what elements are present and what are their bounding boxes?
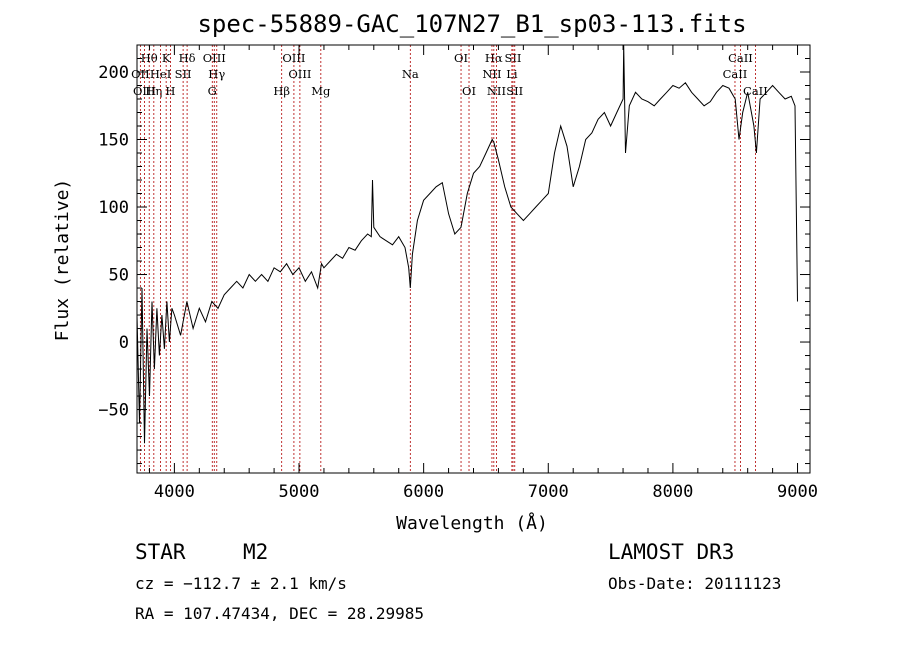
spectral-line-label: OI <box>462 84 476 98</box>
spectral-line-label: HeI <box>150 67 171 81</box>
spectral-line-label: OIII <box>203 51 226 65</box>
x-tick-label: 9000 <box>777 482 818 502</box>
spectral-line-label: SII <box>505 51 522 65</box>
spectral-line-label: Hα <box>485 51 503 65</box>
spectrum-series-line <box>136 44 798 444</box>
y-tick-label: 0 <box>119 333 129 353</box>
x-tick-label: 7000 <box>528 482 569 502</box>
spectral-line-label: OII <box>131 67 150 81</box>
redshift-text: cz = −112.7 ± 2.1 km/s <box>135 574 347 593</box>
x-tick-label: 4000 <box>154 482 195 502</box>
y-axis-label: Flux (relative) <box>52 179 73 342</box>
spectral-line-label: G <box>208 84 217 98</box>
spectral-line-label: CaII <box>723 67 748 81</box>
y-tick-label: 50 <box>109 266 129 286</box>
coords-text: RA = 107.47434, DEC = 28.29985 <box>135 604 424 623</box>
spectral-line-label: SII <box>175 67 192 81</box>
spectral-line-label: Hθ <box>141 51 158 65</box>
spectral-line-label: OI <box>454 51 468 65</box>
spectral-line-label: OIII <box>133 84 156 98</box>
spectral-line-label: Hδ <box>179 51 196 65</box>
y-tick-label: −50 <box>98 401 129 421</box>
chart-title: spec-55889-GAC_107N27_B1_sp03-113.fits <box>197 10 746 38</box>
x-tick-label: 5000 <box>279 482 320 502</box>
x-axis-label: Wavelength (Å) <box>396 512 548 534</box>
spectral-line-label: Na <box>402 67 419 81</box>
spectral-line-label: SII <box>506 84 523 98</box>
spectral-line-label: H <box>165 84 175 98</box>
spectral-line-label: OIII <box>282 51 305 65</box>
obs-date-text: Obs-Date: 20111123 <box>608 574 781 593</box>
survey-label: LAMOST DR3 <box>608 540 734 564</box>
x-tick-label: 6000 <box>403 482 444 502</box>
y-tick-label: 100 <box>98 198 129 218</box>
spectral-line-label: CaII <box>728 51 753 65</box>
spectral-line-label: Hη <box>145 84 162 98</box>
spectral-line-label: Hβ <box>273 84 290 98</box>
spectral-line-label: OIII <box>288 67 311 81</box>
x-tick-label: 8000 <box>652 482 693 502</box>
subclass-label: M2 <box>243 540 268 564</box>
y-tick-label: 150 <box>98 131 129 151</box>
plot-frame <box>136 44 811 474</box>
axis-ticks <box>137 45 810 473</box>
spectral-line-label: K <box>162 51 171 65</box>
class-label: STAR <box>135 540 186 564</box>
y-tick-label: 200 <box>98 63 129 83</box>
spectral-line-label: Li <box>506 67 518 81</box>
spectral-line-label: Hγ <box>208 67 225 81</box>
spectral-line-label: CaII <box>743 84 768 98</box>
axis-tick-labels: 4000 5000 6000 7000 8000 9000 −50 0 50 100 150 200 <box>98 63 818 502</box>
spectral-line-label: NII <box>482 67 501 81</box>
spectrum-layer <box>136 44 798 444</box>
spectral-line-label: NII <box>487 84 506 98</box>
spectral-line-label: Mg <box>311 84 331 98</box>
